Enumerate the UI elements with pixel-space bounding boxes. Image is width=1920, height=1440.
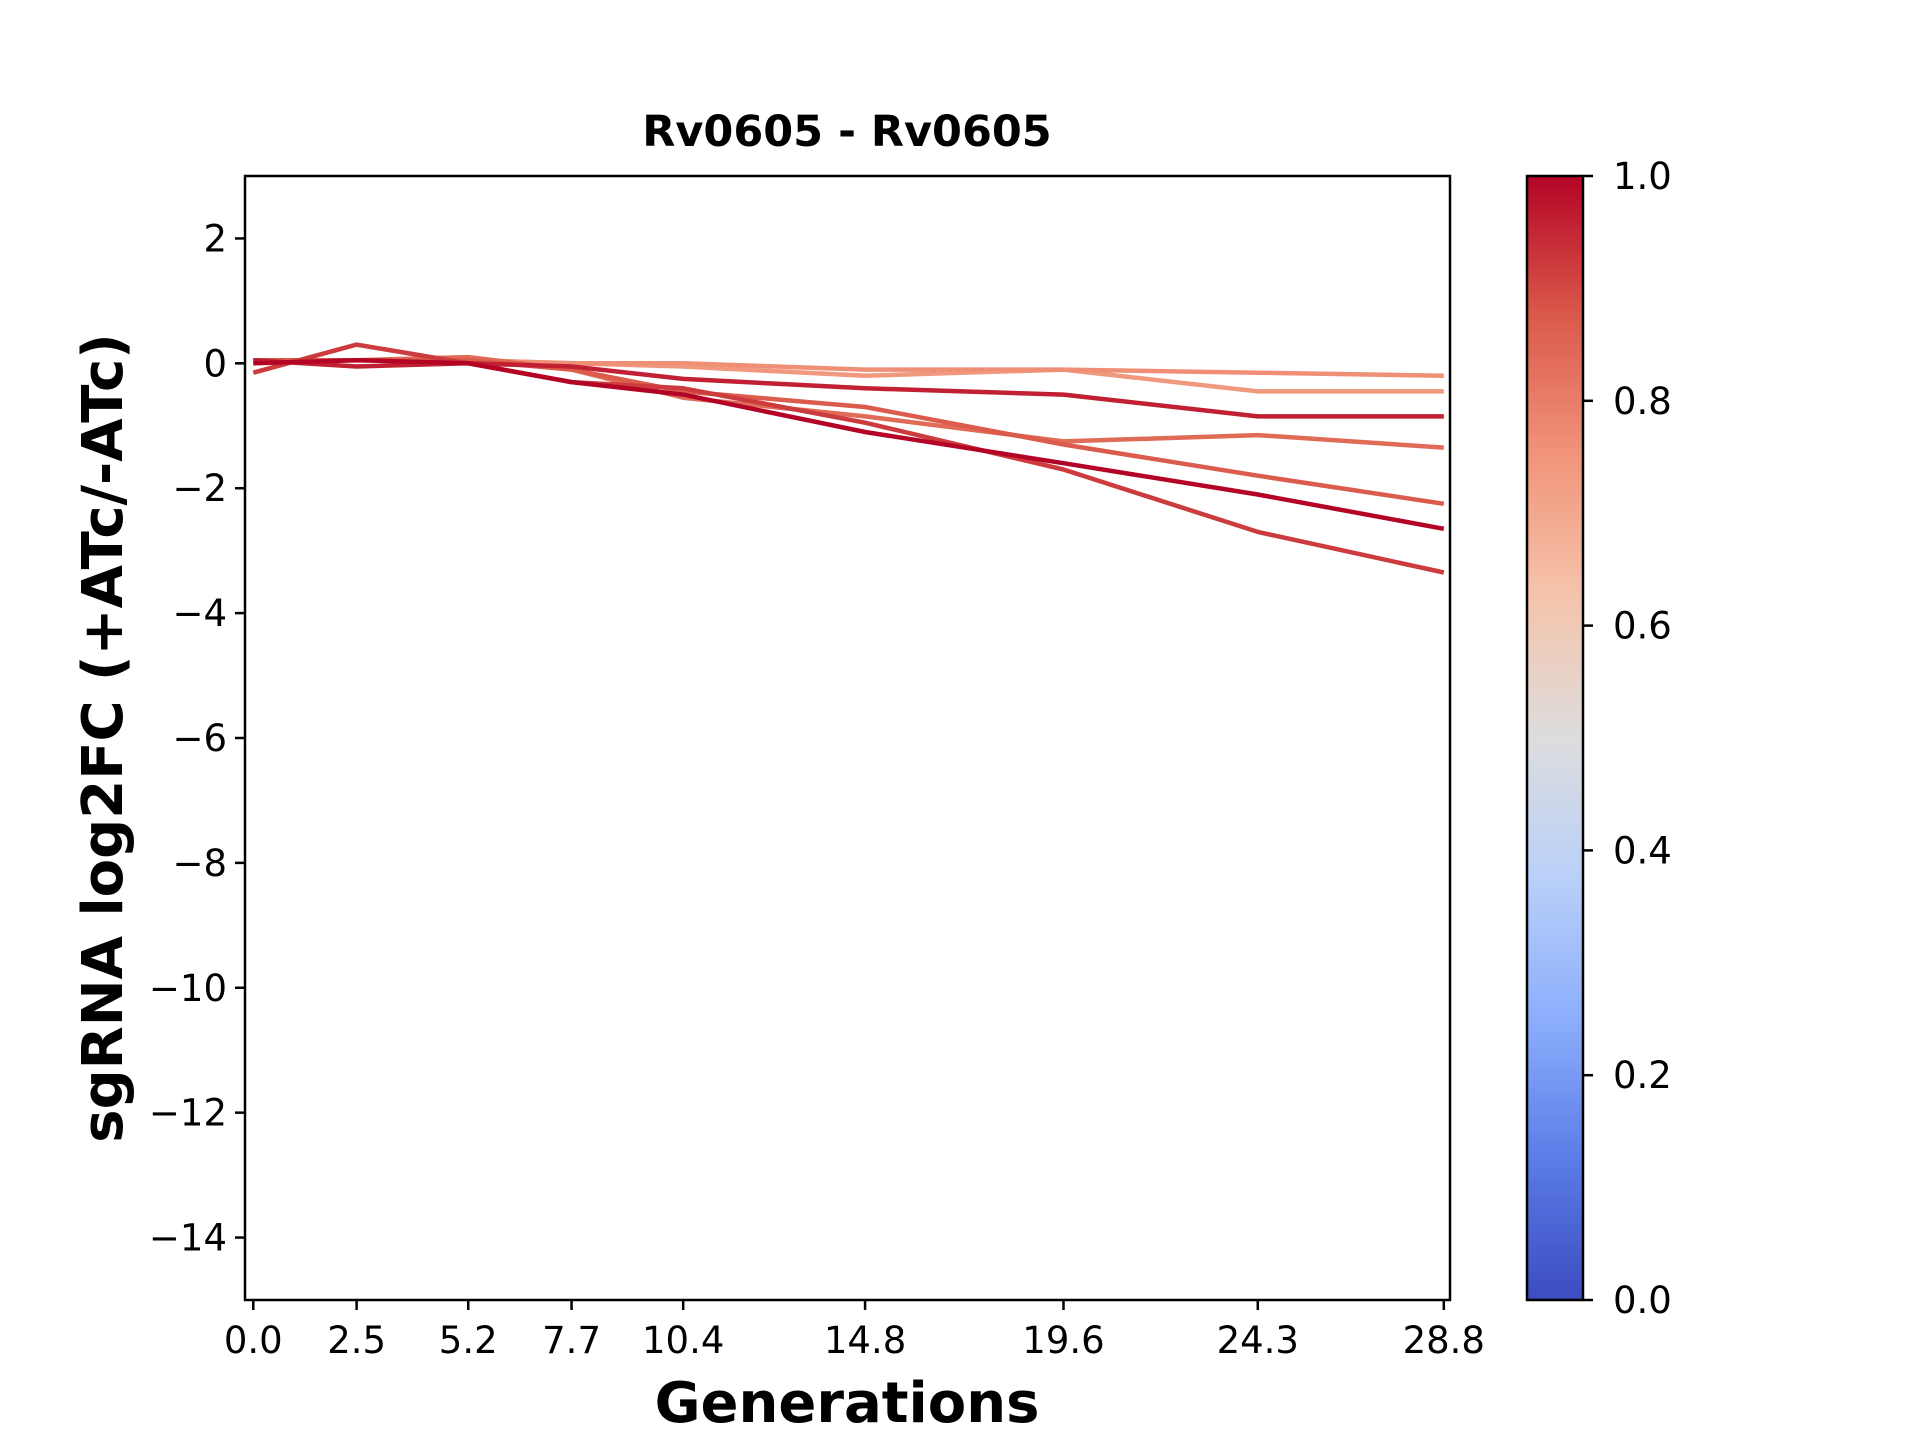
y-tick-label: −10	[149, 967, 227, 1010]
y-tick-label: −12	[149, 1092, 227, 1135]
series-line-5	[252, 342, 1445, 575]
colorbar	[1525, 174, 1585, 1302]
x-axis-label: Generations	[655, 1371, 1040, 1436]
colorbar-tick-label: 0.8	[1613, 380, 1672, 423]
x-tick-label: 10.4	[642, 1319, 724, 1362]
y-tick-label: −14	[149, 1217, 227, 1260]
y-tick-label: −6	[172, 717, 227, 760]
colorbar-tick-label: 0.2	[1613, 1054, 1672, 1097]
y-tick-label: −2	[172, 467, 227, 510]
y-tick-label: −8	[172, 842, 227, 885]
x-tick-label: 19.6	[1022, 1319, 1104, 1362]
colorbar-tick-label: 0.4	[1613, 829, 1672, 872]
colorbar-tick-label: 1.0	[1613, 155, 1672, 198]
series-line-7	[253, 357, 1445, 532]
x-tick-label: 14.8	[824, 1319, 906, 1362]
colorbar-ticks: 0.0 0.2 0.4 0.6 0.8 1.0	[1583, 155, 1672, 1322]
series-layer	[252, 342, 1445, 575]
x-tick-label: 28.8	[1403, 1319, 1485, 1362]
y-tick-label: 2	[203, 217, 227, 260]
series-line-6	[253, 357, 1444, 419]
colorbar-tick-label: 0.6	[1613, 605, 1672, 648]
y-tick-label: −4	[172, 592, 227, 635]
chart-title: Rv0605 - Rv0605	[642, 107, 1051, 157]
x-tick-label: 2.5	[327, 1319, 386, 1362]
x-axis-ticks: 0.0 2.5 5.2 7.7 10.4 14.8 19.6 24.3 28.8	[224, 1300, 1485, 1362]
x-tick-label: 24.3	[1217, 1319, 1299, 1362]
y-tick-label: 0	[203, 342, 227, 385]
x-tick-label: 0.0	[224, 1319, 283, 1362]
colorbar-tick-label: 0.0	[1613, 1279, 1672, 1322]
x-tick-label: 5.2	[439, 1319, 498, 1362]
x-tick-label: 7.7	[542, 1319, 601, 1362]
plot-frame	[243, 174, 1452, 1302]
y-axis-label: sgRNA log2FC (+ATc/-ATc)	[71, 333, 136, 1143]
series-line-4	[253, 357, 1445, 507]
y-axis-ticks: 2 0 −2 −4 −6 −8 −10 −12 −14	[149, 217, 245, 1260]
